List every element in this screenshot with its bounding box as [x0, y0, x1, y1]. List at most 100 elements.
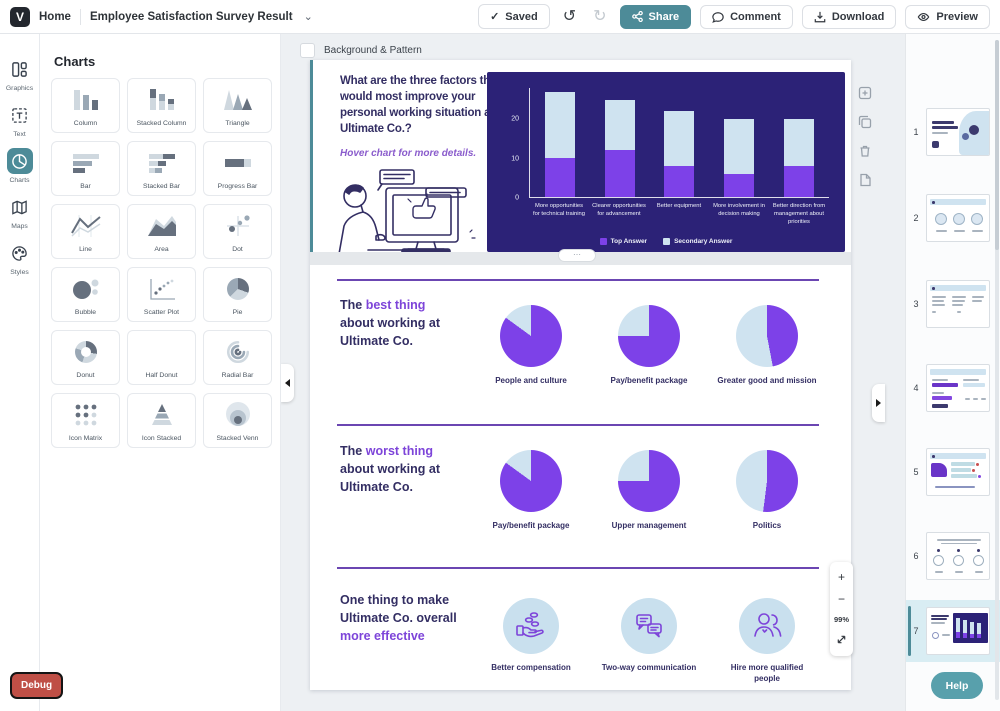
slide-thumb-row-6[interactable]: 6	[906, 532, 1000, 580]
chart-type-donut[interactable]: Donut	[51, 330, 120, 385]
preview-button[interactable]: Preview	[905, 4, 990, 29]
undo-button[interactable]: ↺	[559, 7, 580, 27]
pie-upper-management[interactable]	[618, 450, 680, 512]
section-divider	[337, 279, 819, 281]
slide-thumb-row-7-selected[interactable]: 7	[906, 600, 1000, 662]
slide-thumbnail[interactable]	[926, 364, 990, 412]
slide-thumbnail[interactable]	[926, 532, 990, 580]
saved-status-button[interactable]: ✓ Saved	[478, 4, 550, 29]
sidebar-item-text[interactable]: Text	[0, 102, 40, 138]
chart-type-stacked-venn[interactable]: Stacked Venn	[203, 393, 272, 448]
pie-greater-good-mission[interactable]	[736, 305, 798, 367]
slide-thumbnail[interactable]	[926, 108, 990, 156]
pie-chart-item[interactable]: People and culture	[472, 305, 590, 386]
stacked-bar[interactable]	[724, 88, 755, 197]
chart-type-stacked-column[interactable]: Stacked Column	[127, 78, 196, 133]
slide-thumb-row-4[interactable]: 4	[906, 364, 1000, 412]
slide-number: 1	[913, 127, 919, 137]
stacked-bar[interactable]	[664, 88, 695, 197]
background-swatch[interactable]	[300, 43, 315, 58]
block-drag-handle[interactable]: ⋯	[558, 249, 596, 262]
collapse-left-panel-arrow[interactable]	[281, 364, 294, 402]
chart-type-scatter-plot[interactable]: Scatter Plot	[127, 267, 196, 322]
radial-bar-chart-icon	[204, 331, 271, 372]
chart-type-area[interactable]: Area	[127, 204, 196, 259]
debug-button[interactable]: Debug	[10, 672, 64, 699]
question-heading[interactable]: What are the three factors that would mo…	[340, 75, 500, 135]
home-button[interactable]: Home	[39, 10, 71, 23]
slide-canvas[interactable]: What are the three factors that would mo…	[310, 60, 851, 690]
pie-chart-item[interactable]: Pay/benefit package	[590, 305, 708, 386]
app-logo-icon[interactable]: V	[10, 6, 30, 27]
effective-item[interactable]: Better compensation	[472, 598, 590, 684]
chart-type-triangle[interactable]: Triangle	[203, 78, 272, 133]
pie-politics[interactable]	[736, 450, 798, 512]
slide-thumbnail[interactable]	[926, 448, 990, 496]
page-template-icon[interactable]	[858, 173, 872, 187]
help-button[interactable]: Help	[931, 672, 983, 699]
chart-type-half-donut[interactable]: Half Donut	[127, 330, 196, 385]
slide-thumb-row-1[interactable]: 1	[906, 108, 1000, 156]
chart-type-pie[interactable]: Pie	[203, 267, 272, 322]
thumbnails-scrollbar-thumb[interactable]	[995, 40, 999, 250]
slide-thumb-row-5[interactable]: 5	[906, 448, 1000, 496]
slide-thumb-row-2[interactable]: 2	[906, 194, 1000, 242]
sidebar-item-graphics[interactable]: Graphics	[0, 56, 40, 92]
pie-chart-item[interactable]: Greater good and mission	[708, 305, 826, 386]
thumbnails-scrollbar[interactable]	[995, 40, 999, 700]
stacked-bar[interactable]	[604, 88, 635, 197]
comment-button[interactable]: Comment	[700, 4, 793, 29]
add-slide-icon[interactable]	[858, 86, 872, 100]
sidebar-item-styles[interactable]: Styles	[0, 240, 40, 276]
download-button[interactable]: Download	[801, 4, 897, 29]
pie-pay-benefit-package-worst[interactable]	[500, 450, 562, 512]
chart-type-column[interactable]: Column	[51, 78, 120, 133]
slide-number: 6	[913, 551, 919, 561]
slide-thumbnail-current[interactable]	[926, 607, 990, 655]
chart-type-dot[interactable]: Dot	[203, 204, 272, 259]
chart-type-progress-bar[interactable]: Progress Bar	[203, 141, 272, 196]
stacked-bar[interactable]	[784, 88, 815, 197]
document-title[interactable]: Employee Satisfaction Survey Result	[89, 10, 293, 23]
chart-type-icon-stacked[interactable]: Icon Stacked	[127, 393, 196, 448]
hover-hint-text[interactable]: Hover chart for more details.	[340, 148, 477, 159]
x-axis-label: More involvement in decision making	[713, 203, 765, 217]
chevron-down-icon[interactable]: ⌄	[303, 11, 313, 23]
sidebar-item-maps[interactable]: Maps	[0, 194, 40, 230]
legend-label: Secondary Answer	[674, 238, 733, 245]
chart-type-icon-matrix[interactable]: Icon Matrix	[51, 393, 120, 448]
stacked-column-chart[interactable]: 0 10 20 More opportunities for technical…	[487, 72, 845, 252]
chart-type-bubble[interactable]: Bubble	[51, 267, 120, 322]
slide-thumbnail[interactable]	[926, 194, 990, 242]
chart-type-bar[interactable]: Bar	[51, 141, 120, 196]
redo-button[interactable]: ↻	[589, 7, 610, 27]
worst-section-title[interactable]: The worst thing about working at Ultimat…	[340, 444, 440, 494]
effective-section-title[interactable]: One thing to make Ultimate Co. overall m…	[340, 593, 457, 643]
expand-right-panel-arrow[interactable]	[872, 384, 885, 422]
zoom-in-button[interactable]: +	[837, 570, 845, 584]
share-button[interactable]: Share	[619, 4, 692, 29]
chart-type-line[interactable]: Line	[51, 204, 120, 259]
pie-pay-benefit-package[interactable]	[618, 305, 680, 367]
chart-type-radial-bar[interactable]: Radial Bar	[203, 330, 272, 385]
pie-chart-item[interactable]: Upper management	[590, 450, 708, 531]
fit-to-screen-icon[interactable]	[836, 634, 847, 647]
slide-thumb-row-3[interactable]: 3	[906, 280, 1000, 328]
pie-people-and-culture[interactable]	[500, 305, 562, 367]
chart-type-stacked-bar[interactable]: Stacked Bar	[127, 141, 196, 196]
stacked-bar[interactable]	[544, 88, 575, 197]
effective-item[interactable]: Hire more qualified people	[708, 598, 826, 684]
pie-chart-item[interactable]: Pay/benefit package	[472, 450, 590, 531]
best-section-title[interactable]: The best thing about working at Ultimate…	[340, 298, 440, 348]
background-pattern-label[interactable]: Background & Pattern	[324, 45, 422, 56]
slide-thumbnail[interactable]	[926, 280, 990, 328]
effective-item[interactable]: Two-way communication	[590, 598, 708, 684]
delete-slide-icon[interactable]	[858, 144, 872, 158]
section-divider	[337, 424, 819, 426]
sidebar-item-charts[interactable]: Charts	[0, 148, 40, 184]
zoom-level[interactable]: 99%	[833, 615, 849, 624]
duplicate-slide-icon[interactable]	[858, 115, 872, 129]
zoom-out-button[interactable]: −	[837, 592, 845, 606]
charts-pie-icon	[6, 148, 33, 174]
pie-chart-item[interactable]: Politics	[708, 450, 826, 531]
